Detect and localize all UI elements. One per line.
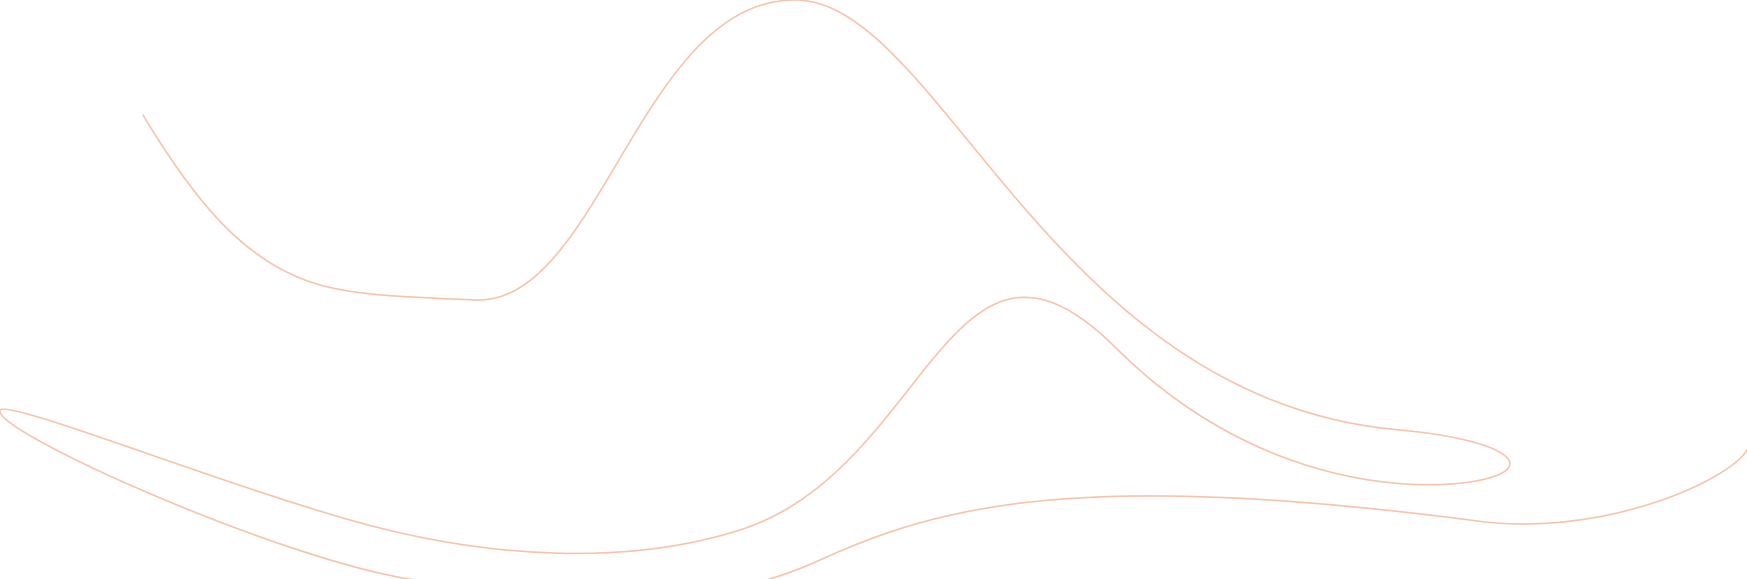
- upper-wave-line: [142, 0, 1511, 486]
- lower-wave-line: [0, 296, 1747, 579]
